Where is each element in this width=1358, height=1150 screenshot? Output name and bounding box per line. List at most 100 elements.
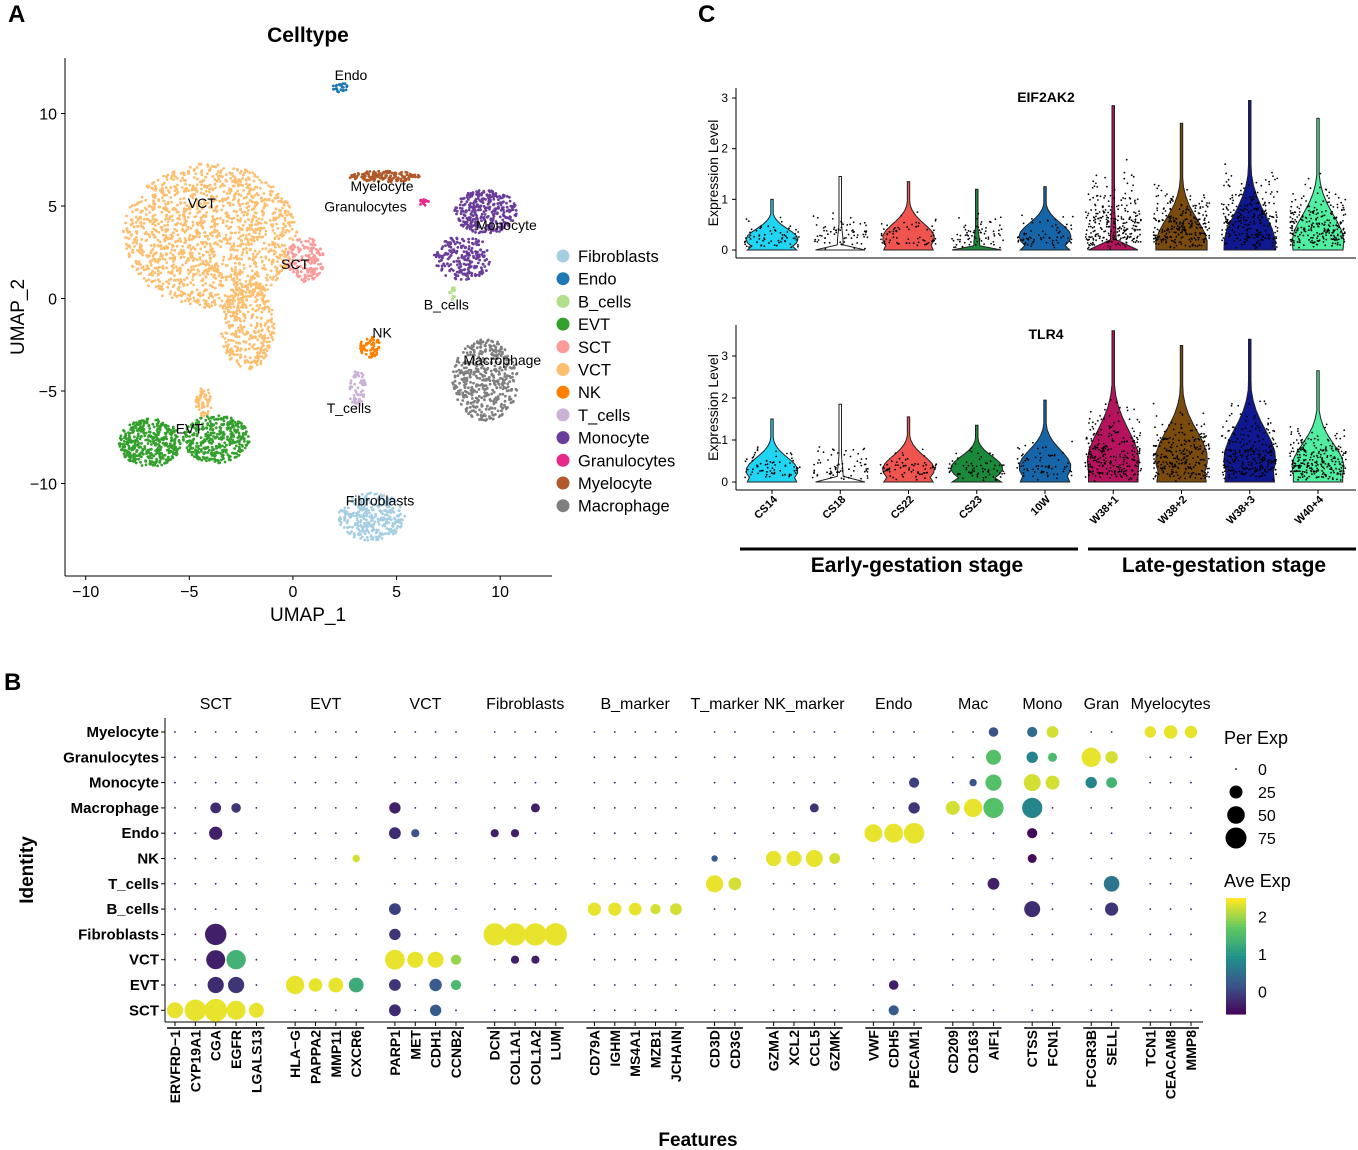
- cell-point: [128, 423, 132, 427]
- cell-point: [170, 296, 174, 300]
- cell-point: [190, 453, 194, 457]
- cell-point: [468, 264, 471, 267]
- cell-point: [286, 201, 289, 205]
- cell-point: [217, 296, 221, 300]
- cell-point: [214, 421, 218, 425]
- cell-point: [235, 274, 239, 278]
- cell-point: [309, 246, 313, 250]
- cell-point: [387, 517, 391, 521]
- cell-point: [144, 431, 148, 435]
- cell-point: [499, 345, 503, 349]
- cell-point: [207, 391, 211, 395]
- cell-point: [249, 334, 252, 337]
- cell-point: [137, 260, 141, 264]
- cell-point: [403, 514, 407, 518]
- cell-point: [233, 261, 237, 265]
- umap-legend: FibroblastsEndoB_cellsEVTSCTVCTNKT_cells…: [556, 248, 675, 516]
- cell-point: [254, 295, 257, 299]
- cell-point: [243, 210, 247, 214]
- cell-point: [232, 242, 236, 246]
- expr-point: [889, 239, 892, 242]
- cell-point: [182, 255, 186, 259]
- cell-point: [235, 315, 239, 319]
- cell-point: [262, 226, 266, 230]
- cell-point: [455, 249, 459, 253]
- cell-point: [468, 271, 472, 274]
- cell-point: [205, 211, 209, 215]
- cell-point: [507, 208, 511, 212]
- cell-point: [464, 255, 467, 258]
- cell-point: [240, 291, 244, 295]
- cell-point: [478, 377, 482, 380]
- expr-point: [831, 218, 834, 220]
- cell-point: [488, 382, 492, 386]
- cell-point: [122, 429, 125, 432]
- expr-point: [987, 236, 990, 239]
- cell-point: [262, 206, 266, 210]
- cell-point: [251, 218, 255, 222]
- expr-point: [958, 217, 960, 219]
- cell-point: [197, 456, 201, 459]
- expr-point: [786, 231, 789, 233]
- cell-point: [241, 224, 245, 227]
- cell-point: [267, 184, 270, 188]
- cell-point: [285, 213, 289, 217]
- cell-point: [366, 538, 370, 542]
- cell-point: [508, 199, 512, 203]
- cell-point: [211, 285, 215, 289]
- cell-point: [244, 237, 247, 240]
- cell-point: [259, 255, 263, 259]
- cell-point: [235, 360, 239, 364]
- expr-point: [1031, 221, 1034, 224]
- cell-point: [275, 234, 279, 238]
- cell-point: [419, 198, 423, 202]
- cell-point: [130, 204, 134, 208]
- violin-cs18: [815, 175, 866, 251]
- cell-point: [232, 353, 236, 356]
- cell-point: [247, 440, 251, 444]
- cell-point: [201, 284, 205, 287]
- cell-point: [284, 265, 288, 269]
- cell-point: [267, 344, 271, 348]
- cell-point: [240, 297, 244, 301]
- cell-point: [503, 378, 506, 382]
- cell-point: [216, 293, 220, 296]
- cell-point: [258, 303, 262, 307]
- cell-point: [214, 436, 217, 440]
- cell-point: [242, 263, 246, 267]
- cell-point: [212, 281, 215, 284]
- expr-point: [917, 241, 920, 244]
- cell-point: [470, 345, 474, 349]
- cell-point: [449, 254, 453, 257]
- cell-point: [160, 463, 164, 467]
- cell-point: [152, 227, 156, 231]
- cell-point: [503, 403, 506, 407]
- cell-point: [206, 163, 210, 167]
- cell-point: [213, 182, 217, 186]
- cell-point: [375, 351, 379, 355]
- cell-point: [262, 192, 266, 195]
- cell-point: [277, 237, 281, 240]
- cell-point: [218, 199, 222, 203]
- cell-point: [472, 204, 476, 208]
- cell-point: [475, 243, 479, 247]
- cell-point: [492, 399, 496, 403]
- cell-point: [239, 353, 243, 357]
- cell-point: [467, 240, 471, 244]
- cell-point: [474, 212, 477, 216]
- expr-point: [990, 242, 992, 245]
- cell-point: [476, 261, 480, 265]
- expr-point: [775, 244, 778, 247]
- cell-point: [465, 406, 469, 410]
- cell-point: [463, 246, 467, 250]
- cell-point: [151, 214, 155, 218]
- expr-point: [933, 229, 935, 232]
- cell-point: [156, 464, 160, 468]
- expr-point: [852, 229, 854, 232]
- cell-point: [218, 239, 222, 243]
- expr-point: [1039, 221, 1041, 224]
- cell-point: [256, 252, 259, 256]
- expr-point: [903, 221, 905, 224]
- cell-point: [158, 444, 161, 448]
- expr-point: [1033, 238, 1036, 241]
